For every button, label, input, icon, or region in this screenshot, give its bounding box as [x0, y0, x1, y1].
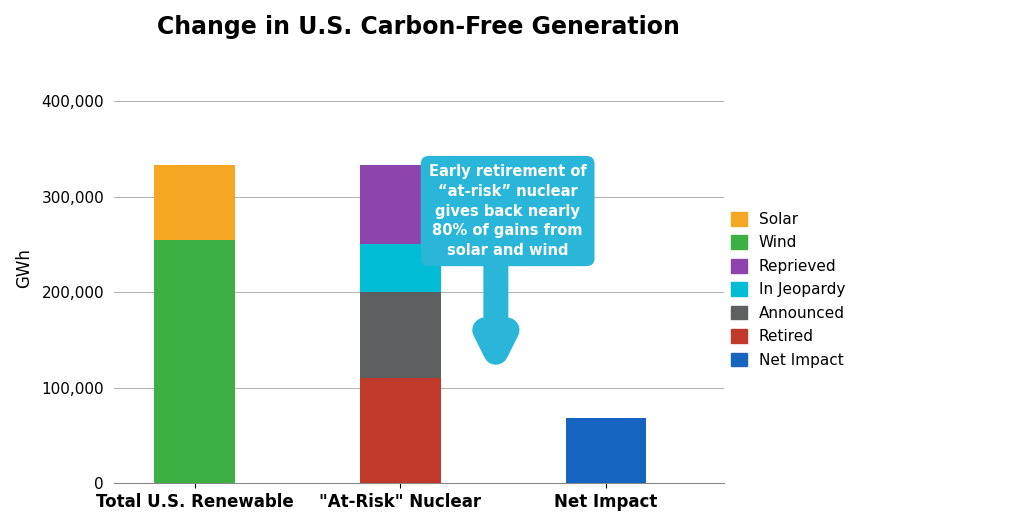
Bar: [360, 292, 440, 378]
FancyArrowPatch shape: [484, 168, 507, 352]
Bar: [155, 240, 236, 483]
Bar: [155, 165, 236, 240]
Bar: [360, 165, 440, 245]
Bar: [360, 378, 440, 483]
Bar: [565, 418, 646, 483]
Title: Change in U.S. Carbon-Free Generation: Change in U.S. Carbon-Free Generation: [158, 15, 680, 39]
Bar: [360, 245, 440, 292]
Legend: Solar, Wind, Reprieved, In Jeopardy, Announced, Retired, Net Impact: Solar, Wind, Reprieved, In Jeopardy, Ann…: [731, 212, 845, 368]
Text: Early retirement of
“at-risk” nuclear
gives back nearly
80% of gains from
solar : Early retirement of “at-risk” nuclear gi…: [429, 164, 587, 258]
Y-axis label: GWh: GWh: [15, 248, 33, 288]
